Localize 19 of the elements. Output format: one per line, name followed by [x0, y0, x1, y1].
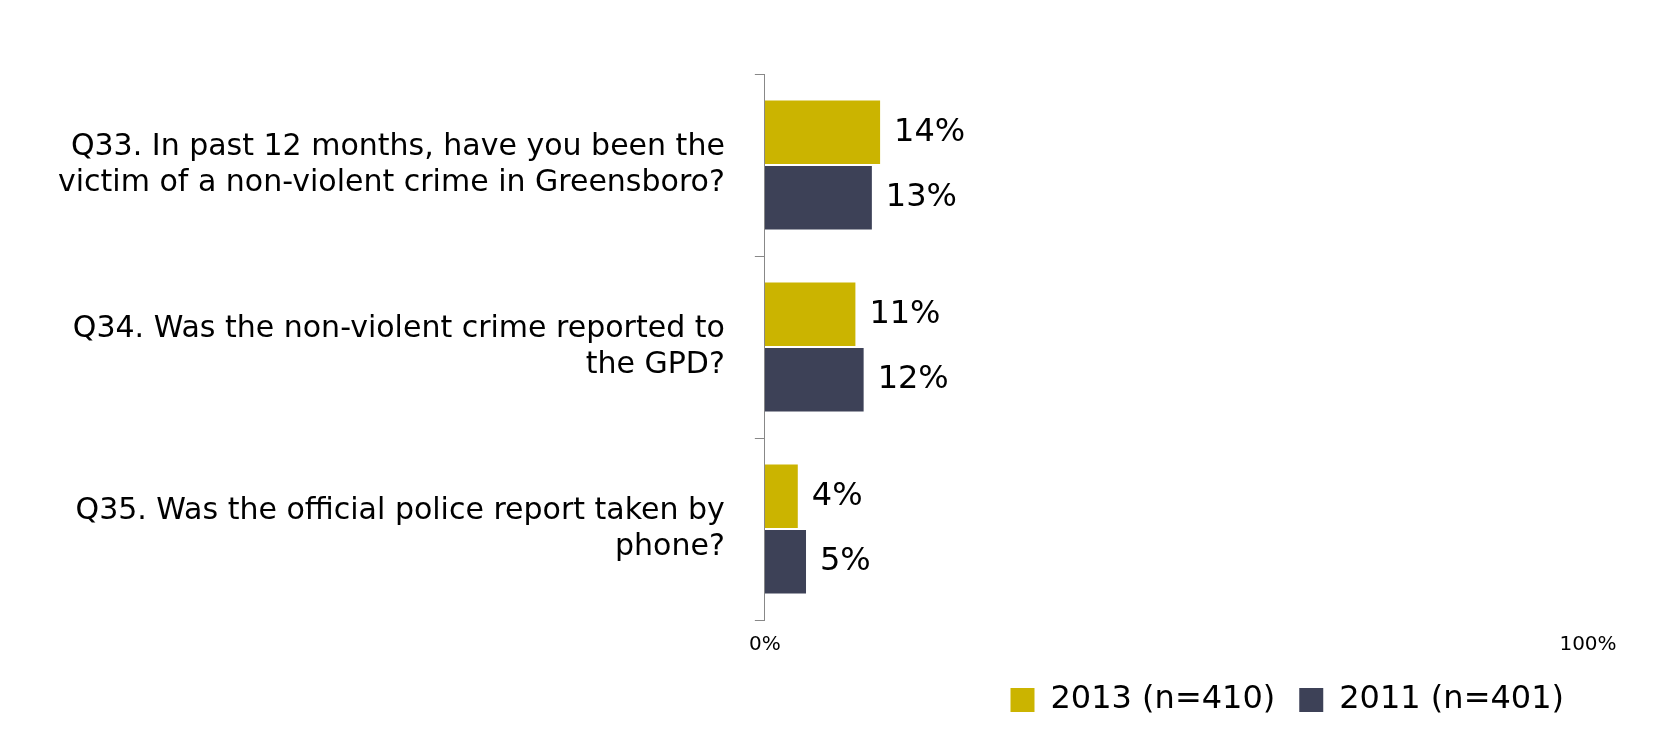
y-tick-label: Q33. In past 12 months, have you been the victim of a non-violent crime in Greensboro?: [58, 126, 725, 198]
data-label: 13%: [885, 176, 957, 215]
bar: [764, 347, 864, 412]
bar: [764, 100, 881, 165]
data-label: 14%: [894, 110, 966, 149]
y-tick-label: Q35. Was the official police report taken by phone?: [75, 490, 725, 562]
data-label: 11%: [869, 292, 941, 331]
data-label: 4%: [811, 474, 863, 513]
x-tick-label: 0%: [748, 631, 781, 656]
bar: [764, 529, 807, 594]
legend-label: 2011 (n=401): [1339, 678, 1564, 717]
y-tick-label: Q34. Was the non-violent crime reported to the GPD?: [72, 308, 725, 380]
legend-label: 2013 (n=410): [1050, 678, 1276, 717]
bar: [764, 165, 872, 230]
x-tick-label: 100%: [1559, 631, 1617, 656]
data-label: 12%: [877, 358, 949, 397]
data-label: 5%: [820, 540, 871, 579]
bar: [764, 282, 856, 347]
bar: [764, 464, 798, 529]
